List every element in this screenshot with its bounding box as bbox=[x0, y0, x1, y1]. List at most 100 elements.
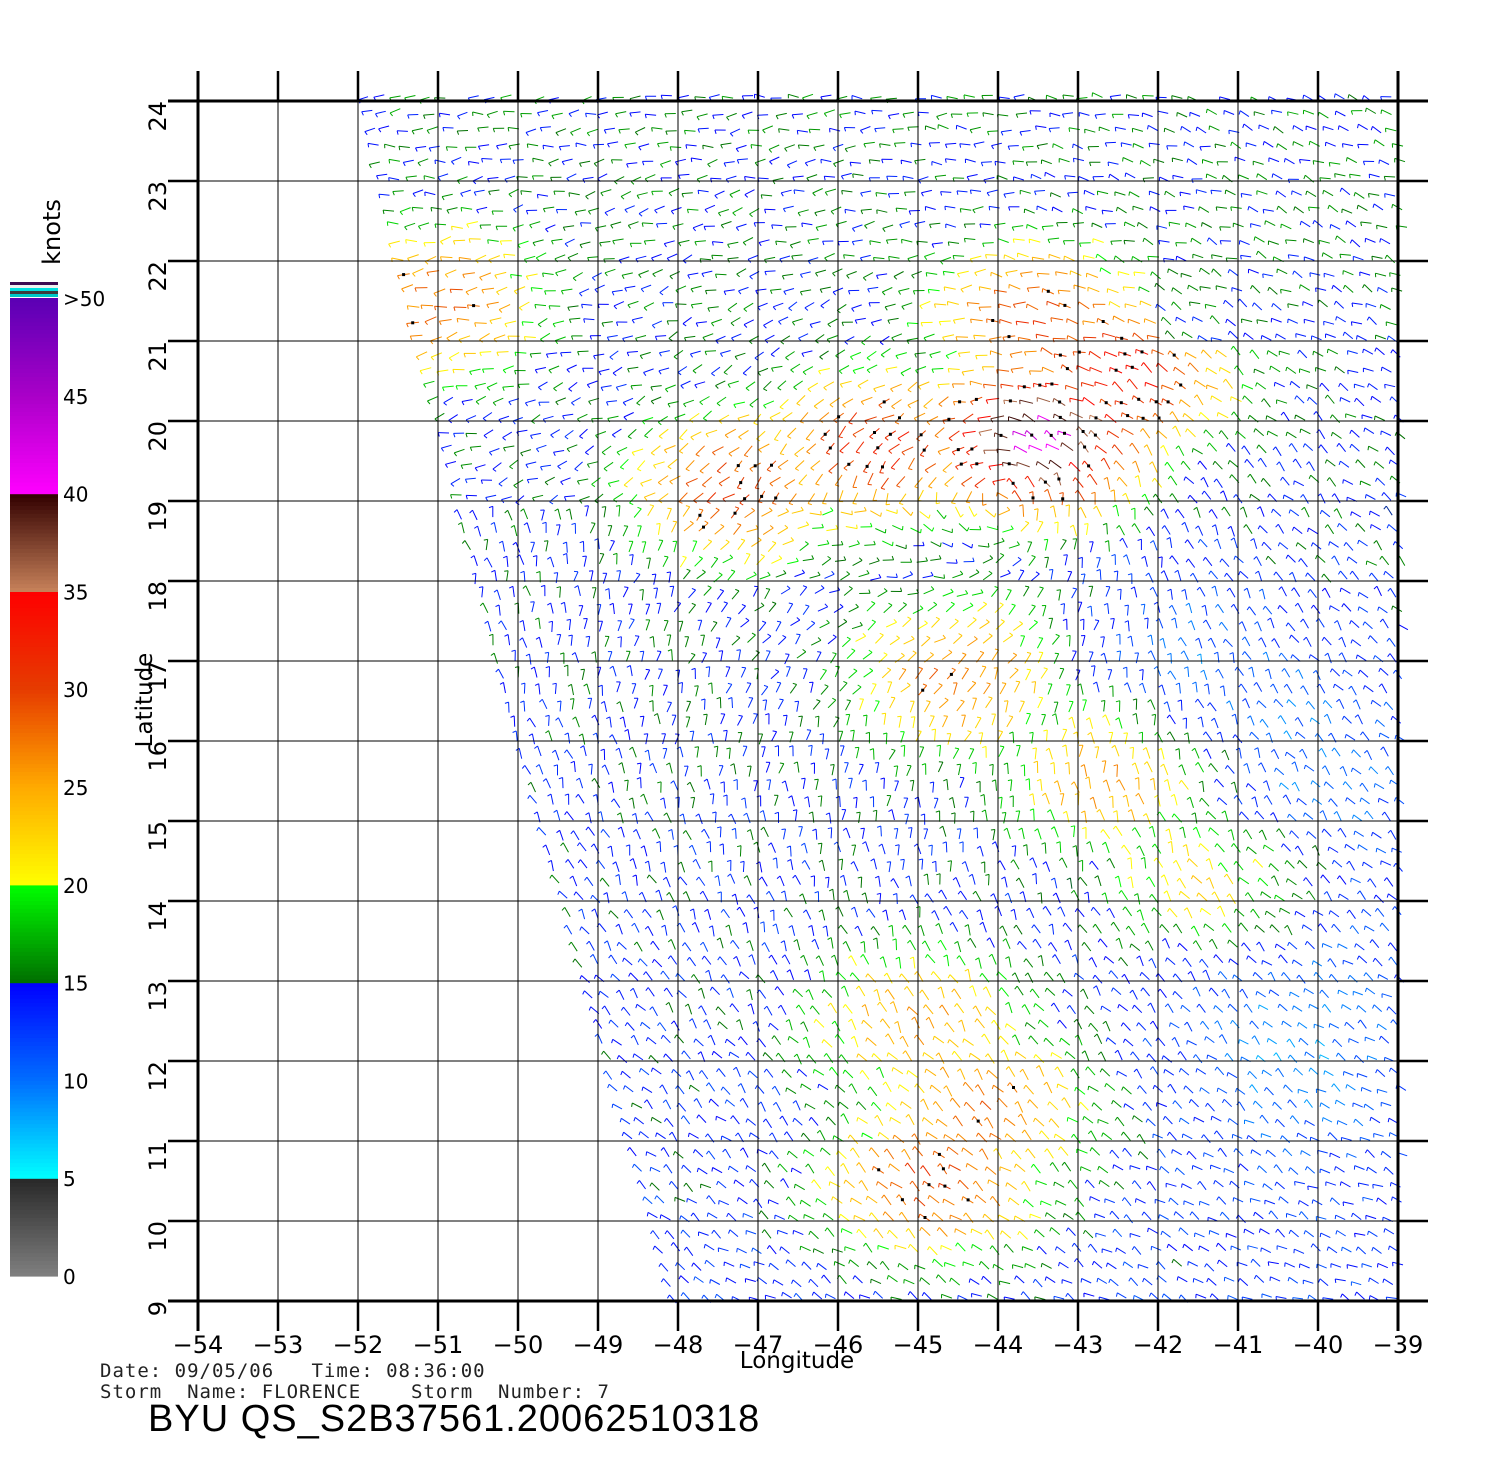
wind-barb bbox=[1180, 1068, 1190, 1076]
wind-barb bbox=[1092, 797, 1097, 810]
wind-barb bbox=[554, 750, 560, 761]
wind-barb-feather bbox=[730, 763, 735, 767]
wind-barb-feather bbox=[739, 1147, 744, 1152]
wind-barb-feather bbox=[733, 779, 738, 782]
wind-barb bbox=[679, 746, 684, 758]
wind-barb bbox=[1143, 1211, 1152, 1221]
wind-barb-feather bbox=[1357, 592, 1360, 597]
wind-barb bbox=[824, 1212, 834, 1221]
wind-barb bbox=[1146, 761, 1153, 773]
wind-barb bbox=[1040, 1200, 1052, 1206]
wind-barb bbox=[974, 717, 982, 729]
wind-barb-feather bbox=[921, 763, 926, 766]
wind-barb-feather bbox=[1049, 1162, 1053, 1166]
wind-barb bbox=[712, 1167, 723, 1174]
wind-barb bbox=[1137, 893, 1141, 905]
wind-barb bbox=[814, 939, 820, 950]
wind-barb bbox=[623, 957, 633, 966]
wind-barb-feather bbox=[902, 602, 907, 606]
wind-barb bbox=[1116, 570, 1119, 582]
wind-barb bbox=[1082, 988, 1089, 1000]
wind-barb-feather bbox=[1393, 797, 1397, 802]
wind-barb bbox=[807, 796, 811, 808]
wind-barb bbox=[1275, 1052, 1282, 1062]
wind-barb-feather bbox=[615, 874, 620, 877]
wind-barb bbox=[665, 1164, 673, 1174]
wind-barb-feather bbox=[1218, 1034, 1223, 1038]
wind-barb-feather bbox=[779, 762, 784, 765]
wind-barb bbox=[1020, 635, 1026, 647]
wind-barb-feather bbox=[1291, 587, 1295, 592]
wind-barb-feather bbox=[547, 793, 552, 797]
wind-barb-feather bbox=[601, 764, 606, 768]
wind-barb-feather bbox=[1044, 1148, 1048, 1153]
wind-barb bbox=[933, 1258, 943, 1268]
wind-barb bbox=[1164, 1068, 1175, 1076]
wind-barb bbox=[894, 780, 899, 792]
wind-barb bbox=[991, 713, 996, 726]
wind-barb-feather bbox=[897, 1084, 900, 1089]
wind-barb bbox=[660, 1214, 671, 1221]
wind-barb bbox=[1298, 974, 1306, 984]
wind-barb-feather bbox=[1367, 878, 1371, 883]
wind-barb-feather bbox=[1073, 973, 1076, 978]
wind-barb-feather bbox=[678, 682, 683, 684]
wind-barb-feather bbox=[649, 762, 654, 767]
wind-barb bbox=[729, 1229, 739, 1237]
wind-barb bbox=[879, 1067, 885, 1078]
wind-barb bbox=[1090, 1243, 1098, 1253]
wind-barb-feather bbox=[964, 968, 969, 972]
wind-barb bbox=[820, 795, 823, 807]
wind-barb bbox=[1322, 874, 1331, 884]
wind-barb-feather bbox=[1127, 635, 1132, 639]
wind-barb bbox=[1158, 618, 1164, 629]
rain-flag bbox=[927, 1183, 931, 1187]
wind-barb bbox=[583, 745, 587, 757]
wind-barb-feather bbox=[1131, 1246, 1135, 1251]
wind-barb bbox=[947, 1146, 959, 1155]
wind-barb-feather bbox=[1003, 762, 1008, 765]
wind-barb bbox=[1169, 1131, 1177, 1141]
wind-barb bbox=[698, 1167, 708, 1175]
wind-barb-feather bbox=[1050, 1052, 1053, 1057]
wind-barb bbox=[671, 1131, 678, 1142]
wind-barb bbox=[1015, 1275, 1025, 1284]
wind-barb bbox=[976, 1068, 983, 1081]
wind-barb-feather bbox=[1331, 555, 1335, 560]
wind-barb bbox=[744, 797, 747, 809]
wind-barb-feather bbox=[947, 1039, 950, 1044]
wind-barb-feather bbox=[672, 905, 677, 909]
wind-barb bbox=[646, 1151, 657, 1157]
wind-barb bbox=[857, 1117, 868, 1124]
wind-barb-feather bbox=[760, 826, 765, 831]
wind-barb-feather bbox=[636, 762, 642, 765]
wind-barb-feather bbox=[763, 1068, 767, 1073]
wind-barb-feather bbox=[1015, 810, 1020, 812]
wind-barb bbox=[1286, 860, 1295, 869]
wind-barb-feather bbox=[832, 1135, 835, 1140]
wind-barb-feather bbox=[964, 667, 969, 670]
wind-barb-feather bbox=[868, 649, 873, 653]
wind-barb-feather bbox=[727, 1165, 730, 1171]
wind-barb bbox=[1008, 1066, 1016, 1077]
wind-barb bbox=[1104, 892, 1109, 904]
wind-barb bbox=[1214, 891, 1221, 903]
wind-barb-feather bbox=[1274, 1119, 1278, 1124]
wind-barb-feather bbox=[1233, 1148, 1237, 1153]
wind-barb bbox=[536, 811, 541, 823]
wind-barb bbox=[1189, 797, 1194, 808]
wind-barb-feather bbox=[1335, 1230, 1338, 1235]
wind-barb bbox=[887, 681, 893, 694]
wind-barb-feather bbox=[703, 1244, 706, 1249]
wind-barb bbox=[1184, 957, 1192, 967]
wind-barb-feather bbox=[663, 1164, 667, 1168]
wind-barb bbox=[1175, 923, 1183, 934]
wind-barb bbox=[1050, 1227, 1061, 1235]
wind-barb bbox=[1160, 1166, 1170, 1174]
wind-barb-feather bbox=[754, 1085, 758, 1090]
wind-barb bbox=[1226, 873, 1234, 885]
wind-barb-feather bbox=[1171, 1037, 1176, 1041]
wind-barb-feather bbox=[761, 1229, 765, 1234]
wind-barb-feather bbox=[1262, 651, 1267, 655]
wind-barb-feather bbox=[1025, 1148, 1029, 1153]
